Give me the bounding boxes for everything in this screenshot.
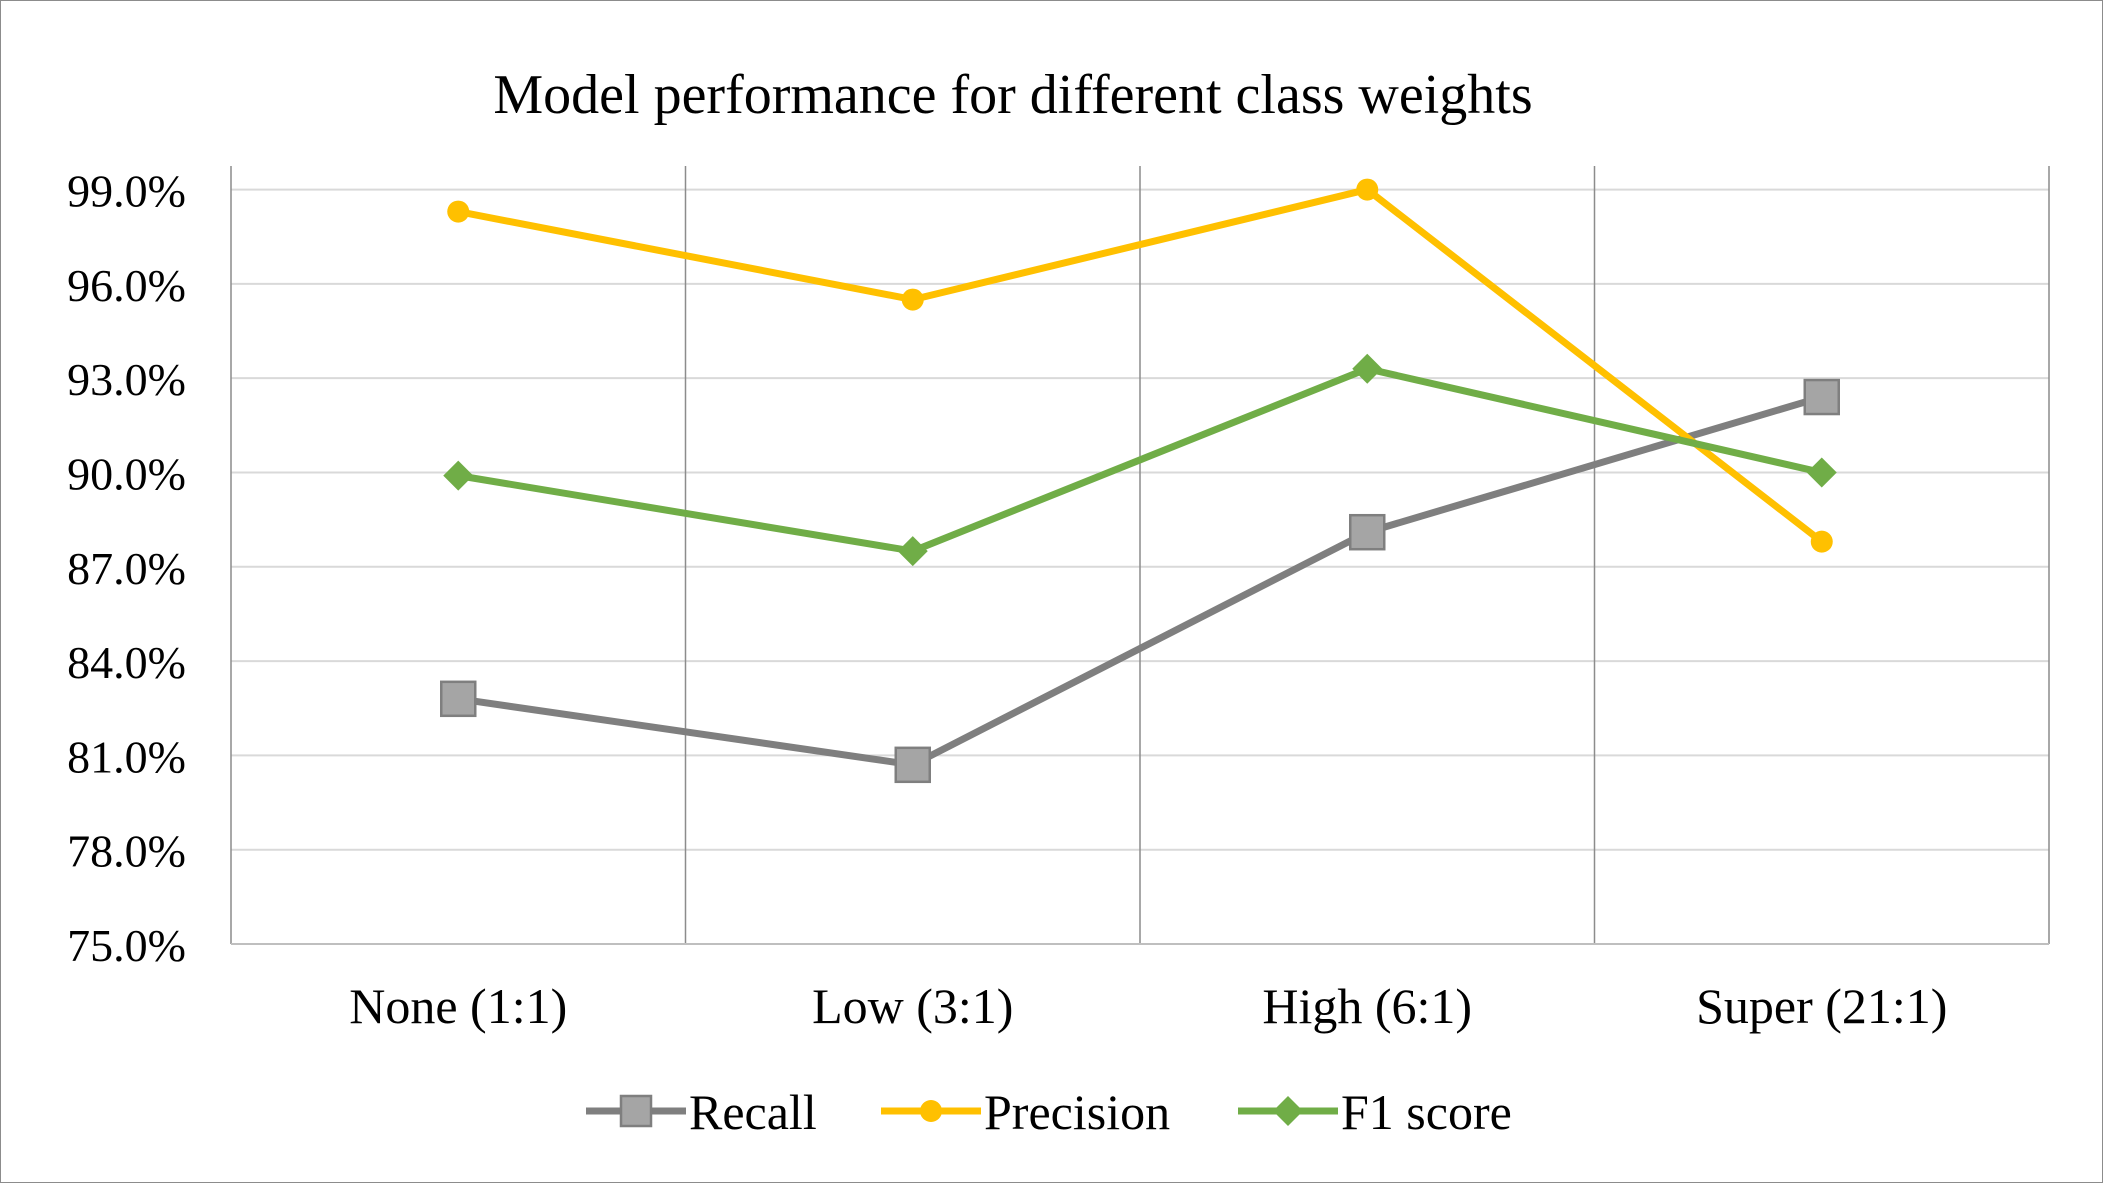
y-tick-label: 81.0% xyxy=(67,731,186,782)
data-point-diamond xyxy=(1352,353,1383,384)
legend[interactable]: Recall Precision F1 score xyxy=(586,1084,1512,1140)
series-line xyxy=(454,365,1826,555)
legend-label: Recall xyxy=(689,1084,817,1140)
series-line xyxy=(454,186,1826,546)
legend-diamond-marker xyxy=(1273,1096,1303,1126)
y-tick-label: 84.0% xyxy=(67,637,186,688)
data-point-square xyxy=(1349,513,1386,551)
data-point-circle xyxy=(1810,530,1833,553)
legend-label: Precision xyxy=(984,1084,1170,1140)
data-point-square xyxy=(894,746,931,784)
y-tick-label: 99.0% xyxy=(67,166,186,217)
legend-item-precision[interactable]: Precision xyxy=(881,1084,1170,1140)
y-tick-label: 87.0% xyxy=(67,543,186,594)
y-tick-label: 93.0% xyxy=(67,354,186,405)
chart-title: Model performance for different class we… xyxy=(493,64,1532,126)
legend-square-marker xyxy=(619,1094,653,1128)
legend-item-recall[interactable]: Recall xyxy=(586,1084,817,1140)
series-recall xyxy=(440,378,1840,784)
axis-layer: 75.0% 78.0% 81.0% 84.0% 87.0% 90.0% 93.0% 96.0%… xyxy=(67,166,2049,1034)
x-tick-label: None (1:1) xyxy=(349,978,567,1034)
series-line xyxy=(454,393,1826,769)
y-tick-label: 75.0% xyxy=(67,920,186,971)
grid-layer xyxy=(230,166,2050,944)
x-tick-label: Super (21:1) xyxy=(1696,978,1947,1034)
data-point-circle xyxy=(901,288,924,311)
y-tick-label: 96.0% xyxy=(67,260,186,311)
y-tick-label: 78.0% xyxy=(67,826,186,877)
data-point-diamond xyxy=(443,460,474,491)
x-tick-label: High (6:1) xyxy=(1262,978,1472,1034)
data-point-square xyxy=(1803,378,1840,416)
data-point-circle xyxy=(447,200,470,223)
legend-label: F1 score xyxy=(1341,1084,1512,1140)
series-layer xyxy=(440,178,1840,784)
data-point-circle xyxy=(1356,178,1379,201)
y-tick-label: 90.0% xyxy=(67,448,186,499)
data-point-diamond xyxy=(897,536,928,567)
data-point-diamond xyxy=(1806,457,1837,488)
data-point-square xyxy=(440,680,477,718)
x-tick-label: Low (3:1) xyxy=(812,978,1013,1034)
series-precision xyxy=(447,178,1833,553)
legend-circle-marker xyxy=(920,1100,942,1122)
legend-item-f1-score[interactable]: F1 score xyxy=(1238,1084,1512,1140)
series-f1-score xyxy=(443,353,1837,567)
